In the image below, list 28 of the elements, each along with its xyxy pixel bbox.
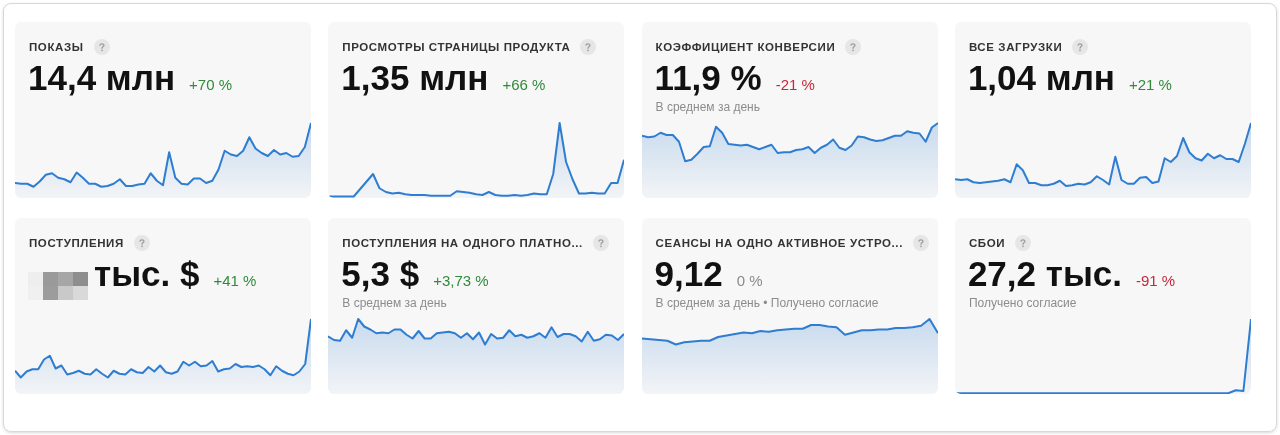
chart-title: СЕАНСЫ НА ОДНО АКТИВНОЕ УСТРО...	[655, 237, 903, 249]
text: -21 %	[775, 76, 815, 93]
chart-title: КОЭФФИЦИЕНТ КОНВЕРСИИ	[655, 41, 836, 53]
chart-title: СБОИ	[968, 237, 1006, 249]
text: +21 %	[1129, 76, 1172, 93]
text: В среднем за день	[655, 100, 760, 114]
text: +3,73 %	[433, 272, 489, 289]
chart-subtitle: 1,04 млн	[967, 58, 1115, 98]
text: -91 %	[1135, 272, 1176, 289]
chart-title: ПОСТУПЛЕНИЯ НА ОДНОГО ПЛАТНО...	[342, 237, 583, 249]
chart-subtitle: 9,12	[654, 254, 723, 294]
chart-subtitle: 27,2 тыс.	[967, 254, 1122, 294]
chart-subtitle: тыс. $	[94, 254, 200, 294]
chart-subtitle: 14,4 млн	[28, 58, 176, 98]
chart-title: ПОСТУПЛЕНИЯ	[29, 237, 124, 249]
text: +41 %	[213, 272, 257, 289]
text: В среднем за день • Получено согласие	[655, 296, 879, 310]
chart-subtitle: 1,35 млн	[341, 58, 489, 98]
chart-title: ПОКАЗЫ	[29, 41, 84, 53]
chart-title: ВСЕ ЗАГРУЗКИ	[968, 41, 1063, 53]
chart-title: ПРОСМОТРЫ СТРАНИЦЫ ПРОДУКТА	[342, 41, 571, 53]
text: Получено согласие	[968, 296, 1077, 310]
chart-subtitle: 11,9 %	[654, 58, 762, 98]
chart-subtitle: 5,3 $	[341, 254, 420, 294]
text: 0 %	[736, 272, 763, 289]
text: +70 %	[189, 76, 233, 93]
text: +66 %	[502, 76, 546, 93]
text: В среднем за день	[342, 296, 447, 310]
